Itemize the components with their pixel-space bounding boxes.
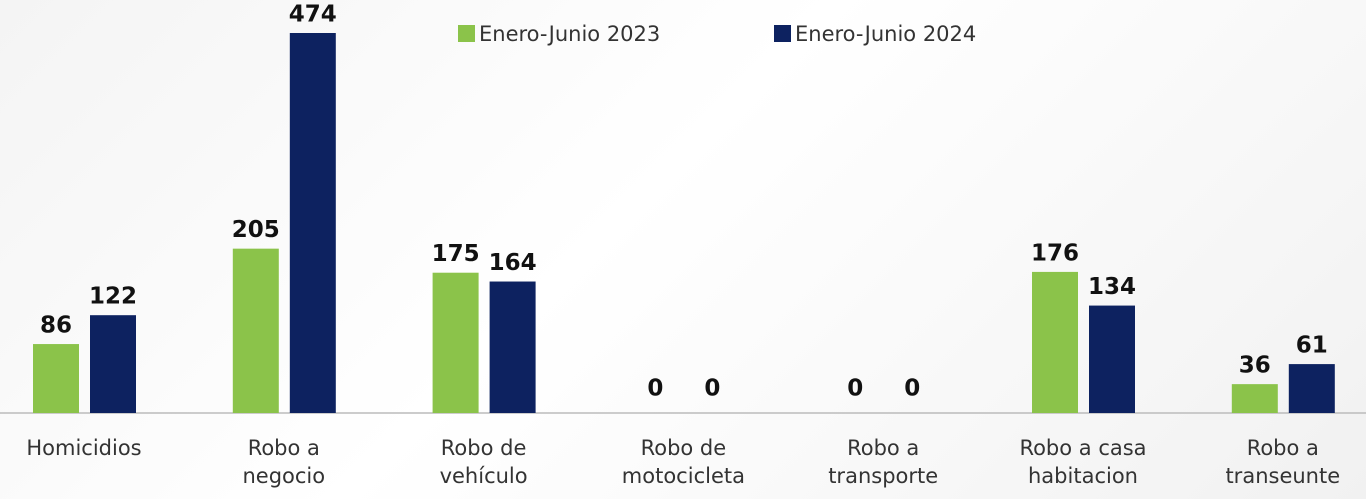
data-label: 205 (232, 217, 280, 243)
data-label: 175 (432, 241, 480, 267)
bar (1032, 271, 1078, 413)
bar (432, 272, 479, 413)
x-tick-label: Homicidios (26, 436, 142, 460)
bar (232, 248, 279, 413)
bar (1288, 364, 1335, 413)
bar (289, 33, 336, 413)
bar (33, 344, 79, 413)
bar (1231, 384, 1278, 413)
x-tick-label: Robo de motocicleta (621, 436, 745, 488)
x-tick-label: Robo de vehículo (439, 436, 528, 488)
x-tick-label: Robo a negocio (242, 436, 326, 488)
legend-swatch (774, 25, 791, 42)
bar (1089, 305, 1135, 413)
data-label: 61 (1296, 333, 1328, 359)
data-label: 0 (704, 376, 720, 402)
data-label: 0 (904, 376, 920, 402)
data-label: 134 (1088, 274, 1136, 300)
x-tick-label: Robo a casa habitacion (1019, 436, 1147, 488)
data-label: 0 (647, 376, 663, 402)
x-tick-label: Robo a transporte (828, 436, 939, 488)
data-label: 474 (289, 2, 337, 28)
data-label: 176 (1031, 240, 1079, 266)
bar (90, 315, 136, 413)
data-label: 36 (1239, 353, 1271, 379)
x-tick-label: Robo a transeunte (1225, 436, 1341, 488)
legend-label: Enero-Junio 2023 (479, 22, 660, 46)
legend-swatch (458, 25, 475, 42)
legend-label: Enero-Junio 2024 (795, 22, 976, 46)
data-label: 164 (489, 250, 537, 276)
bar (489, 281, 536, 413)
data-label: 0 (847, 376, 863, 402)
data-label: 86 (40, 313, 72, 339)
data-label: 122 (89, 284, 137, 310)
